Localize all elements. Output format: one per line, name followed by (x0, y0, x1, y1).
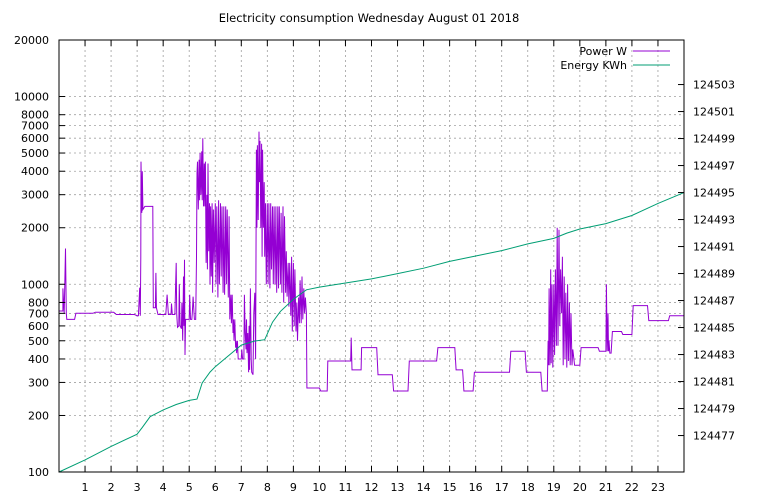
y-left-tick-label: 20000 (14, 34, 49, 47)
y-right-tick-label: 124499 (693, 133, 735, 146)
y-left-tick-label: 1000 (21, 278, 49, 291)
legend-label: Power W (579, 45, 627, 58)
series-lines (58, 131, 685, 473)
power-series-line (59, 131, 684, 392)
y-left-tick-label: 100 (28, 466, 49, 479)
y-right-tick-label: 124489 (693, 268, 735, 281)
x-tick-label: 13 (391, 481, 405, 494)
y-right-tick-label: 124485 (693, 322, 735, 335)
x-tick-label: 11 (338, 481, 352, 494)
y-left-tick-label: 4000 (21, 165, 49, 178)
y-right-tick-label: 124483 (693, 349, 735, 362)
y-left-tick-label: 600 (28, 320, 49, 333)
x-tick-labels: 1 2 3 4 5 6 7 8 9 10 11 12 13 14 15 16 17 18 19 20 21 22 23 (82, 481, 665, 494)
y-left-tick-label: 3000 (21, 189, 49, 202)
y-right-tick-label: 124501 (693, 106, 735, 119)
y-left-tick-label: 2000 (21, 222, 49, 235)
chart-title: Electricity consumption Wednesday August… (219, 11, 520, 25)
y-right-tick-label: 124493 (693, 214, 735, 227)
energy-series-line (58, 192, 685, 473)
x-tick-label: 8 (264, 481, 271, 494)
y-left-tick-label: 800 (28, 296, 49, 309)
y-left-tick-label: 7000 (21, 120, 49, 133)
y-right-tick-label: 124495 (693, 187, 735, 200)
x-tick-label: 2 (108, 481, 115, 494)
y-left-tick-label: 200 (28, 409, 49, 422)
x-tick-label: 7 (238, 481, 245, 494)
y-left-tick-label: 5000 (21, 147, 49, 160)
x-tick-label: 1 (82, 481, 89, 494)
x-tick-label: 14 (417, 481, 431, 494)
x-tick-label: 12 (365, 481, 379, 494)
x-tick-label: 10 (312, 481, 326, 494)
x-tick-label: 3 (134, 481, 141, 494)
y-right-tick-label: 124497 (693, 160, 735, 173)
x-tick-label: 20 (573, 481, 587, 494)
x-tick-label: 6 (212, 481, 219, 494)
y-left-tick-label: 500 (28, 335, 49, 348)
grid-lines (59, 40, 684, 472)
x-tick-label: 9 (290, 481, 297, 494)
x-tick-label: 4 (160, 481, 167, 494)
y-right-tick-labels: 124477 124479 124481 124483 124485 124487 1244… (693, 79, 735, 443)
y-left-tick-label: 300 (28, 376, 49, 389)
y-right-tick-label: 124487 (693, 295, 735, 308)
y-right-tick-label: 124503 (693, 79, 735, 92)
y-left-tick-label: 6000 (21, 132, 49, 145)
x-tick-label: 18 (521, 481, 535, 494)
y-right-tick-label: 124481 (693, 376, 735, 389)
y-left-tick-label: 10000 (14, 91, 49, 104)
x-tick-label: 19 (547, 481, 561, 494)
x-tick-label: 16 (469, 481, 483, 494)
x-tick-label: 22 (625, 481, 639, 494)
x-tick-label: 21 (599, 481, 613, 494)
y-left-tick-label: 700 (28, 307, 49, 320)
y-right-tick-label: 124477 (693, 430, 735, 443)
y-left-tick-label: 8000 (21, 109, 49, 122)
axis-ticks (59, 39, 684, 473)
x-tick-label: 5 (186, 481, 193, 494)
y-right-tick-label: 124479 (693, 403, 735, 416)
y-left-tick-label: 400 (28, 353, 49, 366)
y-right-tick-label: 124491 (693, 241, 735, 254)
legend-label: Energy KWh (560, 59, 627, 72)
x-tick-label: 23 (651, 481, 665, 494)
x-tick-label: 17 (495, 481, 509, 494)
x-tick-label: 15 (443, 481, 457, 494)
